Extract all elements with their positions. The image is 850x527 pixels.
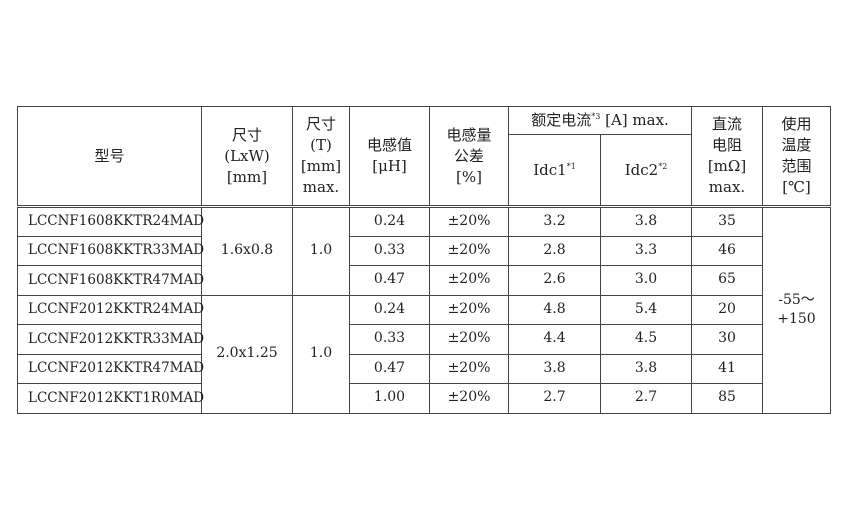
temp-range-cell: -55～ +150 [762, 206, 831, 414]
size-cell: 1.6x0.8 [201, 206, 293, 296]
header-rated-current: 额定电流*3 [A] max. [508, 106, 692, 135]
header-tolerance: 电感量 公差 [%] [429, 106, 509, 208]
idc1-cell: 2.8 [508, 235, 601, 266]
thickness-cell: 1.0 [292, 294, 350, 414]
inductance-cell: 0.24 [349, 206, 430, 237]
header-thickness: 尺寸 (T) [mm] max. [292, 106, 350, 208]
idc2-cell: 3.0 [600, 265, 692, 296]
dcr-cell: 35 [691, 206, 763, 237]
tolerance-cell: ±20% [429, 294, 509, 325]
header-idc1: Idc1*1 [508, 134, 601, 208]
model-cell: LCCNF1608KKTR47MAD [17, 265, 204, 296]
thickness-cell: 1.0 [292, 206, 350, 296]
inductance-cell: 0.47 [349, 353, 430, 384]
inductance-cell: 0.24 [349, 294, 430, 325]
dcr-cell: 41 [691, 353, 763, 384]
inductance-cell: 0.47 [349, 265, 430, 296]
idc2-cell: 3.8 [600, 353, 692, 384]
idc1-cell: 2.7 [508, 383, 601, 414]
idc1-cell: 4.4 [508, 324, 601, 355]
table-row: LCCNF1608KKTR33MAD 0.33 ±20% 2.8 3.3 46 [17, 235, 831, 266]
model-cell: LCCNF1608KKTR33MAD [17, 235, 204, 266]
tolerance-cell: ±20% [429, 265, 509, 296]
tolerance-cell: ±20% [429, 353, 509, 384]
dcr-cell: 46 [691, 235, 763, 266]
idc1-cell: 3.2 [508, 206, 601, 237]
header-idc2: Idc2*2 [600, 134, 692, 208]
tolerance-cell: ±20% [429, 235, 509, 266]
header-temp: 使用 温度 范围 [℃] [762, 106, 831, 208]
inductance-cell: 0.33 [349, 235, 430, 266]
tolerance-cell: ±20% [429, 383, 509, 414]
header-inductance: 电感值 [μH] [349, 106, 430, 208]
table-row: LCCNF2012KKTR47MAD 0.47 ±20% 3.8 3.8 41 [17, 353, 831, 384]
dcr-cell: 85 [691, 383, 763, 414]
idc2-cell: 5.4 [600, 294, 692, 325]
model-cell: LCCNF2012KKTR33MAD [17, 324, 204, 355]
inductance-cell: 0.33 [349, 324, 430, 355]
table-row: LCCNF1608KKTR47MAD 0.47 ±20% 2.6 3.0 65 [17, 265, 831, 296]
idc1-cell: 2.6 [508, 265, 601, 296]
table-row: LCCNF1608KKTR24MAD 1.6x0.8 1.0 0.24 ±20%… [17, 206, 831, 414]
table-row: LCCNF2012KKT1R0MAD 1.00 ±20% 2.7 2.7 85 [17, 383, 831, 414]
dcr-cell: 30 [691, 324, 763, 355]
header-size: 尺寸 (LxW) [mm] [201, 106, 293, 208]
tolerance-cell: ±20% [429, 206, 509, 237]
model-cell: LCCNF2012KKT1R0MAD [17, 383, 204, 414]
header-dcr: 直流 电阻 [mΩ] max. [691, 106, 763, 208]
idc2-cell: 2.7 [600, 383, 692, 414]
tolerance-cell: ±20% [429, 324, 509, 355]
idc1-cell: 4.8 [508, 294, 601, 325]
spec-table: 型号 尺寸 (LxW) [mm] 尺寸 (T) [mm] max. 电感值 [μ… [17, 106, 831, 414]
dcr-cell: 65 [691, 265, 763, 296]
header-model: 型号 [17, 106, 202, 208]
inductance-cell: 1.00 [349, 383, 430, 414]
size-cell: 2.0x1.25 [201, 294, 293, 414]
model-cell: LCCNF1608KKTR24MAD [17, 206, 204, 237]
model-cell: LCCNF2012KKTR24MAD [17, 294, 204, 325]
idc2-cell: 3.8 [600, 206, 692, 237]
idc2-cell: 4.5 [600, 324, 692, 355]
idc2-cell: 3.3 [600, 235, 692, 266]
table-row: LCCNF2012KKTR33MAD 0.33 ±20% 4.4 4.5 30 [17, 324, 831, 355]
table-row: LCCNF2012KKTR24MAD 2.0x1.25 1.0 0.24 ±20… [17, 294, 831, 414]
model-cell: LCCNF2012KKTR47MAD [17, 353, 204, 384]
idc1-cell: 3.8 [508, 353, 601, 384]
dcr-cell: 20 [691, 294, 763, 325]
